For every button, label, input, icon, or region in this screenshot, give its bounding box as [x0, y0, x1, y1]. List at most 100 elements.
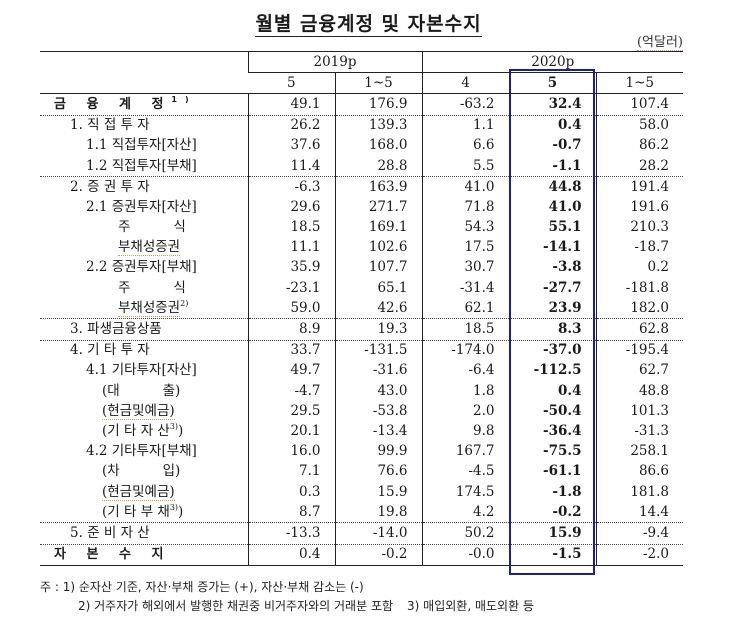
cell: 62.7	[595, 360, 683, 381]
table-row: 부채성증권 11.1 102.6 17.5 -14.1 -18.7	[40, 237, 683, 258]
cell: 18.5	[421, 318, 509, 341]
footnote-1: 주 : 1) 순자산 기준, 자산·부채 증가는 (+), 자산·부채 감소는 …	[40, 580, 364, 594]
cell: 71.8	[421, 197, 509, 218]
cell: -61.1	[508, 461, 596, 482]
cell: -63.2	[421, 93, 509, 116]
cell: 14.4	[595, 502, 683, 523]
cell: 29.5	[247, 401, 335, 422]
row-label: (차 입)	[102, 463, 181, 480]
cell: -13.4	[334, 421, 422, 442]
cell: 258.1	[595, 441, 683, 462]
row-label: (기 타 부 채3))	[102, 502, 184, 520]
cell: 0.4	[508, 114, 596, 136]
cell: 210.3	[595, 217, 683, 238]
header-row-years: 2019p 2020p	[40, 50, 683, 94]
row-label: 2. 증 권 투 자	[40, 176, 248, 198]
cell: -131.5	[334, 339, 422, 361]
cell: 55.1	[508, 217, 596, 238]
cell: 6.6	[421, 135, 509, 156]
cell: 4.2	[421, 502, 509, 523]
cell: -31.3	[595, 421, 683, 442]
cell: -0.7	[508, 135, 596, 156]
cell: 49.1	[247, 93, 335, 116]
table-row: (현금및예금) 29.5 -53.8 2.0 -50.4 101.3	[40, 401, 683, 422]
cell: -195.4	[595, 339, 683, 361]
cell: 99.9	[334, 441, 422, 462]
cell: 7.1	[247, 461, 335, 482]
table-row: (대 출) -4.7 43.0 1.8 0.4 48.8	[40, 381, 683, 402]
cell: 8.7	[247, 502, 335, 523]
cell: 49.7	[247, 360, 335, 381]
table-row: 2.2 증권투자[부채] 35.9 107.7 30.7 -3.8 0.2	[40, 257, 683, 279]
header-year-2020: 2020p	[421, 50, 683, 73]
cell: 37.6	[247, 135, 335, 156]
row-label: (기 타 자 산3))	[102, 421, 184, 439]
cell: 43.0	[334, 381, 422, 402]
cell: 174.5	[421, 481, 509, 503]
cell: -181.8	[595, 278, 683, 299]
cell: 8.3	[508, 318, 596, 341]
header-year-2019: 2019p	[247, 50, 422, 73]
table-row: 1. 직 접 투 자 26.2 139.3 1.1 0.4 58.0	[40, 114, 683, 136]
cell: 2.0	[421, 401, 509, 422]
cell: 191.6	[595, 197, 683, 218]
header-col-2019-1-5: 1~5	[334, 72, 422, 94]
cell: 0.4	[247, 543, 335, 566]
cell: 168.0	[334, 135, 422, 156]
cell: -0.2	[508, 502, 596, 523]
cell: 0.2	[595, 257, 683, 279]
row-label: 2.1 증권투자[자산]	[86, 198, 197, 215]
cell: 18.5	[247, 217, 335, 238]
cell: -37.0	[508, 339, 596, 361]
cell: -4.5	[421, 461, 509, 482]
cell: 50.2	[421, 522, 509, 544]
table-row: 부채성증권2) 59.0 42.6 62.1 23.9 182.0	[40, 298, 683, 319]
cell: -50.4	[508, 401, 596, 422]
header-row-months: 5 1~5 4 5 1~5	[40, 72, 683, 94]
cell: 181.8	[595, 481, 683, 503]
cell: 1.8	[421, 381, 509, 402]
cell: 65.1	[334, 278, 422, 299]
cell: 1.1	[421, 114, 509, 136]
cell: -53.8	[334, 401, 422, 422]
header-blank	[40, 50, 248, 94]
cell: 62.8	[595, 318, 683, 341]
row-label: 4.2 기타투자[부채]	[86, 443, 197, 460]
cell: -0.2	[334, 543, 422, 566]
page-title: 월별 금융계정 및 자본수지	[255, 13, 482, 37]
table-row: 1.1 직접투자[자산] 37.6 168.0 6.6 -0.7 86.2	[40, 135, 683, 156]
cell: -23.1	[247, 278, 335, 299]
table-row: 주 식 18.5 169.1 54.3 55.1 210.3	[40, 217, 683, 238]
row-label: 4. 기 타 투 자	[40, 339, 248, 361]
cell: 8.9	[247, 318, 335, 341]
cell: 76.6	[334, 461, 422, 482]
cell: 19.8	[334, 502, 422, 523]
cell: -3.8	[508, 257, 596, 279]
row-label: 부채성증권2)	[118, 298, 189, 317]
cell: -1.8	[508, 481, 596, 503]
cell: 107.7	[334, 257, 422, 279]
cell: 54.3	[421, 217, 509, 238]
row-label: 1.1 직접투자[자산]	[86, 137, 197, 154]
cell: 182.0	[595, 298, 683, 319]
cell: 59.0	[247, 298, 335, 319]
header-col-2020-5: 5	[508, 72, 596, 94]
cell: 19.3	[334, 318, 422, 341]
cell: -6.3	[247, 176, 335, 198]
row-label: 부채성증권	[118, 239, 181, 257]
cell: 33.7	[247, 339, 335, 361]
table-row: (현금및예금) 0.3 15.9 174.5 -1.8 181.8	[40, 481, 683, 503]
cell: -36.4	[508, 421, 596, 442]
cell: -0.0	[421, 543, 509, 566]
cell: -6.4	[421, 360, 509, 381]
cell: 271.7	[334, 197, 422, 218]
cell: 20.1	[247, 421, 335, 442]
table-row: 4. 기 타 투 자 33.7 -131.5 -174.0 -37.0 -195…	[40, 339, 683, 361]
cell: -31.6	[334, 360, 422, 381]
cell: 0.4	[508, 381, 596, 402]
cell: 107.4	[595, 93, 683, 116]
cell: 86.6	[595, 461, 683, 482]
cell: 191.4	[595, 176, 683, 198]
cell: -2.0	[595, 543, 683, 566]
row-label: 1. 직 접 투 자	[40, 114, 248, 136]
